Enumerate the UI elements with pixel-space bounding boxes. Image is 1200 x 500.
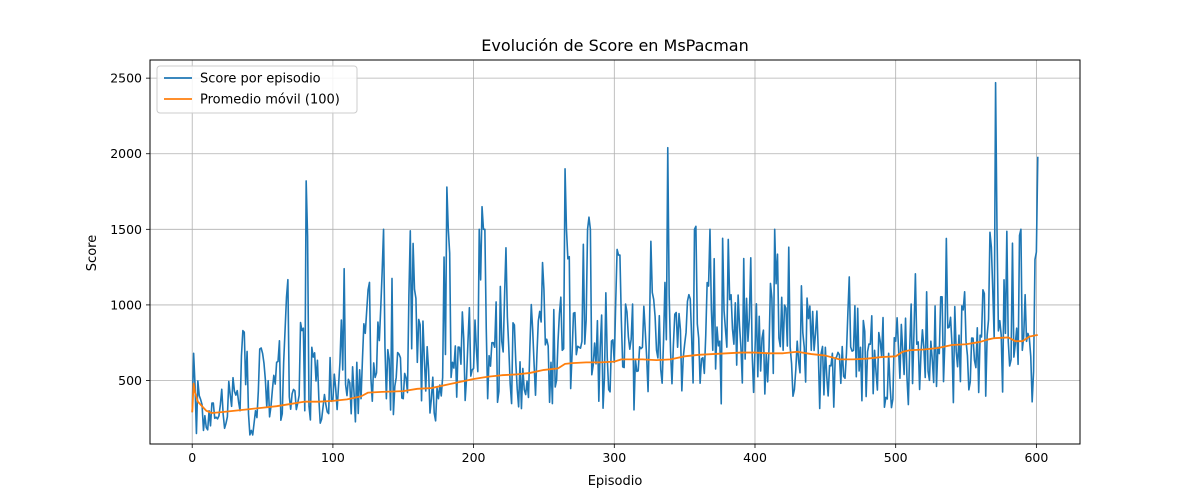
x-tick-label: 300 <box>602 450 626 465</box>
y-tick-label: 1500 <box>110 222 142 237</box>
y-tick-label: 500 <box>118 373 142 388</box>
y-tick-label: 2500 <box>110 71 142 86</box>
y-axis-title: Score <box>85 235 100 271</box>
chart-title: Evolución de Score en MsPacman <box>481 36 748 55</box>
x-tick-label: 400 <box>743 450 767 465</box>
legend-label-moving-average: Promedio móvil (100) <box>200 93 340 108</box>
legend-label-score: Score por episodio <box>200 72 321 87</box>
tick-layer: 0 100 200 300 400 500 600 500 1000 1500 2000 2500 <box>110 71 1048 465</box>
x-tick-label: 600 <box>1024 450 1048 465</box>
x-tick-label: 0 <box>188 450 196 465</box>
x-axis-title: Episodio <box>588 474 643 489</box>
x-tick-label: 100 <box>321 450 345 465</box>
legend-frame <box>156 65 358 114</box>
legend: Score por episodio Promedio móvil (100) <box>156 65 358 114</box>
series-layer <box>191 81 1039 436</box>
x-tick-label: 200 <box>462 450 486 465</box>
series-line-1 <box>191 334 1038 414</box>
y-tick-label: 2000 <box>110 146 142 161</box>
x-tick-label: 500 <box>884 450 908 465</box>
plot-area-frame <box>149 59 1081 445</box>
series-line-0 <box>191 81 1039 436</box>
y-tick-label: 1000 <box>110 297 142 312</box>
